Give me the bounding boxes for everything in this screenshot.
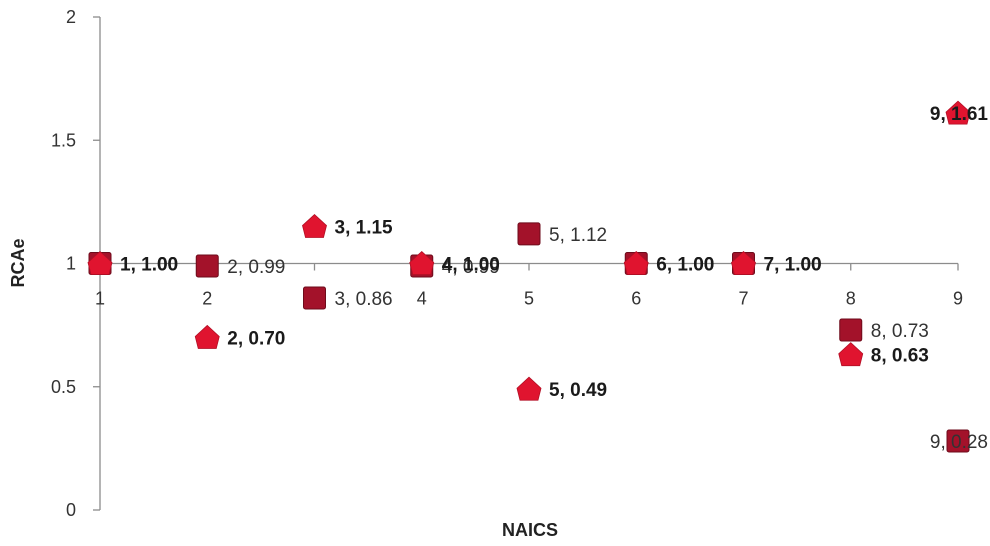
data-label: 6, 1.00	[656, 255, 714, 276]
square-marker	[517, 222, 541, 246]
data-label: 2, 0.70	[227, 328, 285, 349]
x-tick-label: 9	[953, 289, 963, 309]
data-label: 3, 1.15	[335, 218, 394, 239]
y-tick-label: 1	[66, 254, 76, 274]
data-label: 7, 1.00	[764, 255, 822, 276]
data-label: 1, 1.00	[120, 255, 178, 276]
x-tick-label: 2	[202, 289, 212, 309]
x-tick-label: 8	[846, 289, 856, 309]
triangle-marker	[623, 250, 649, 275]
square-marker	[303, 286, 326, 310]
y-tick-label: 0	[66, 500, 76, 520]
data-label: 4, 1.00	[442, 255, 500, 276]
data-label: 8, 0.63	[871, 346, 929, 367]
data-label: 5, 1.12	[549, 225, 607, 246]
triangle-marker	[945, 100, 971, 125]
data-label: 9, 1.61	[930, 104, 989, 125]
data-markers	[87, 100, 971, 453]
y-tick-label: 2	[66, 7, 76, 27]
data-label: 9, 0.28	[930, 432, 988, 453]
data-label: 4, 0.99	[442, 257, 500, 278]
triangle-marker	[409, 250, 435, 275]
y-axis-title: RCAe	[8, 238, 28, 287]
data-label: 3, 0.86	[335, 289, 393, 310]
data-label: 6, 1.00	[656, 255, 714, 276]
x-axis-title: NAICS	[502, 520, 558, 540]
y-tick-label: 1.5	[51, 130, 76, 150]
square-marker	[839, 318, 863, 342]
data-label: 5, 0.49	[549, 380, 607, 401]
data-label: 7, 1.00	[764, 255, 822, 276]
triangle-marker	[302, 213, 327, 238]
data-label: 1, 1.00	[120, 255, 178, 276]
x-tick-label: 5	[524, 289, 534, 309]
x-tick-label: 1	[95, 289, 105, 309]
data-label: 2, 0.99	[227, 257, 285, 278]
triangle-marker	[516, 376, 542, 401]
data-label: 8, 0.73	[871, 321, 929, 342]
triangle-marker	[194, 324, 220, 349]
triangle-marker	[838, 342, 864, 367]
data-labels: 1, 1.00 2, 0.99 3, 0.86 4, 0.99 5, 1.12 6, 1.…	[120, 104, 988, 453]
x-tick-label: 6	[631, 289, 641, 309]
y-tick-label: 0.5	[51, 377, 76, 397]
square-marker	[946, 429, 970, 453]
triangle-marker	[87, 250, 113, 275]
square-marker	[195, 254, 219, 278]
x-tick-label: 7	[738, 289, 748, 309]
triangle-marker	[731, 250, 756, 275]
x-tick-label: 4	[417, 289, 427, 309]
